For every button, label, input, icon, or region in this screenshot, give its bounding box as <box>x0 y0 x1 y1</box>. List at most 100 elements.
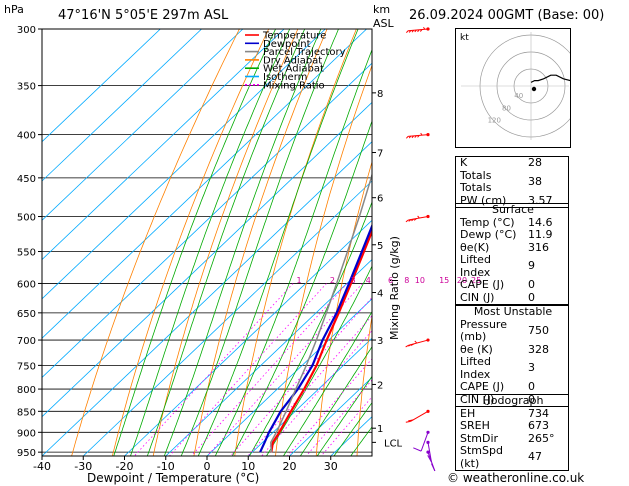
most-unstable-title: Most Unstable <box>473 305 553 318</box>
hodograph-trace <box>530 74 571 83</box>
km-tick-label: 3 <box>377 336 383 347</box>
wet-adiabat <box>265 265 372 456</box>
surface-title: Surface <box>492 203 534 216</box>
hodo-row: SREH 673 <box>460 419 549 432</box>
legend-label: Mixing Ratio <box>263 80 325 91</box>
km-tick-label: 7 <box>377 149 383 160</box>
hodo-row: StmDir 265° <box>460 431 555 445</box>
isotherm-line <box>42 29 202 182</box>
wet-adiabat <box>333 402 372 456</box>
mixing-ratio-axis-label: Mixing Ratio (g/kg) <box>388 236 401 340</box>
profile-temperature <box>270 228 372 453</box>
pressure-tick-label: 800 <box>17 385 36 396</box>
hodograph-ring-label: 40 <box>514 92 523 100</box>
dry-adiabat <box>315 160 372 456</box>
wet-adiabat <box>130 29 291 456</box>
hpa-axis-label: hPa <box>4 3 24 16</box>
mixing-ratio-line <box>190 283 348 456</box>
isotherm-line <box>206 298 372 456</box>
pressure-tick-label: 700 <box>17 336 36 347</box>
isotherm-line <box>42 29 161 143</box>
isotherm-line <box>82 180 372 456</box>
x-tick-label: 0 <box>204 460 211 473</box>
pressure-tick-label: 500 <box>17 213 36 224</box>
dry-adiabat <box>112 29 270 456</box>
asl-axis-label: ASL <box>373 17 394 30</box>
copyright-footer: © weatheronline.co.uk <box>447 471 585 485</box>
isotherm-line <box>42 29 244 221</box>
km-tick-label: 6 <box>377 194 383 205</box>
mixing-ratio-label: 20 <box>457 276 467 285</box>
pressure-tick-label: 300 <box>17 25 36 36</box>
wet-adiabat <box>231 119 372 456</box>
isotherm-line <box>247 337 372 456</box>
km-tick-label: 2 <box>377 380 383 391</box>
hodo-row: EH 734 <box>460 406 549 420</box>
mixing-ratio-label: 8 <box>404 276 409 285</box>
wet-adiabat <box>146 29 306 456</box>
most-unstable-table: Most Unstable Pressure (mb) 750 θe (K) 328… <box>455 305 569 407</box>
wet-adiabat <box>163 29 322 456</box>
wind-barb <box>406 26 430 34</box>
wind-barb <box>405 214 430 223</box>
storm-motion-marker <box>531 86 537 92</box>
hodograph-table-title: Hodograph <box>482 394 544 407</box>
hodo-row: StmSpd (kt) 47 <box>460 444 542 470</box>
mixing-ratio-line <box>206 283 363 456</box>
wet-adiabat <box>214 48 372 456</box>
pressure-tick-label: 900 <box>17 428 36 439</box>
isotherm-line <box>165 259 372 456</box>
wet-adiabat <box>113 29 276 456</box>
isotherm-line <box>42 141 372 456</box>
location-title: 47°16'N 5°05'E 297m ASL <box>58 8 229 23</box>
profile-parcel-trajectory <box>270 172 372 453</box>
isotherm-line <box>42 62 372 378</box>
mixing-ratio-line <box>230 296 372 456</box>
pressure-tick-label: 350 <box>17 82 36 93</box>
legend-label: Dry Adiabat <box>263 55 322 66</box>
legend-label: Wet Adiabat <box>263 64 324 75</box>
isotherm-line <box>42 29 367 339</box>
mu-row: θe (K) 328 <box>460 342 549 356</box>
wind-barb <box>405 409 430 423</box>
pressure-tick-label: 750 <box>17 361 36 372</box>
surface-row: θe(K) 316 <box>460 240 549 254</box>
mixing-ratio-label: 15 <box>439 276 449 285</box>
wind-barb <box>406 132 430 139</box>
km-tick-label: 4 <box>377 289 383 300</box>
hodograph-ring-label: 80 <box>502 104 511 112</box>
isotherm-line <box>42 29 285 261</box>
mu-row: Lifted Index 3 <box>460 355 535 381</box>
isotherm-line <box>289 376 372 456</box>
dry-adiabat <box>193 29 328 456</box>
index-row: Totals Totals 38 <box>460 168 542 194</box>
wet-adiabat <box>299 346 372 456</box>
mixing-ratio-line <box>247 315 372 456</box>
surface-row: Lifted Index 9 <box>460 253 535 279</box>
pressure-tick-label: 650 <box>17 309 36 320</box>
mixing-ratio-label: 2 <box>330 276 335 285</box>
surface-row: CAPE (J) 0 <box>460 278 535 291</box>
mixing-ratio-label: 4 <box>366 276 371 285</box>
legend-label: Dewpoint <box>263 39 311 50</box>
km-tick-label: LCL <box>384 438 403 449</box>
x-axis-title: Dewpoint / Temperature (°C) <box>87 471 260 485</box>
mixing-ratio-label: 3 <box>351 276 356 285</box>
wet-adiabat <box>248 200 372 456</box>
pressure-tick-label: 550 <box>17 248 36 259</box>
hodograph-unit-label: kt <box>460 33 469 43</box>
mixing-ratio-line <box>286 358 372 456</box>
x-tick-label: -40 <box>33 460 51 473</box>
dry-adiabat <box>71 29 240 456</box>
x-tick-label: 30 <box>324 460 338 473</box>
index-row: K 28 <box>460 156 542 169</box>
x-tick-label: 10 <box>241 460 255 473</box>
surface-row: CIN (J) 0 <box>460 290 535 304</box>
wind-barb <box>413 430 430 452</box>
mixing-ratio-line <box>169 283 327 456</box>
dry-adiabat <box>356 314 372 456</box>
wet-adiabat <box>180 29 339 456</box>
pressure-tick-label: 850 <box>17 407 36 418</box>
